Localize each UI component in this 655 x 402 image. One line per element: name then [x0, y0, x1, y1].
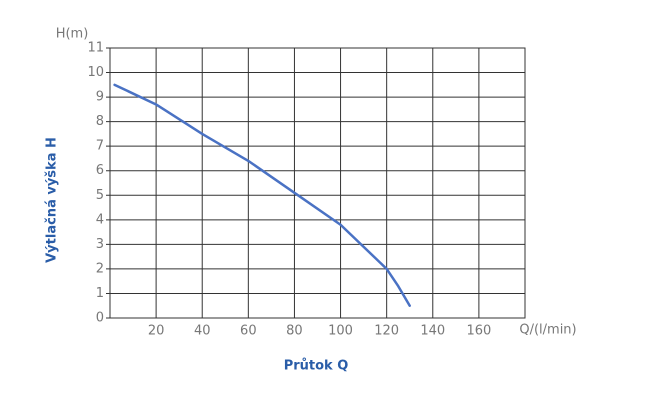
plot-frame: [109, 47, 526, 319]
y-tick-label: 9: [96, 90, 104, 105]
y-tick-label: 6: [96, 163, 104, 178]
y-unit-label: H(m): [56, 27, 89, 42]
x-tick-label: 140: [420, 324, 445, 339]
y-tick-label: 2: [96, 261, 104, 276]
x-tick-label: 40: [194, 324, 211, 339]
y-tick-label: 7: [96, 139, 104, 154]
y-tick-label: 8: [96, 114, 104, 129]
curve: [113, 83, 411, 307]
x-tick-label: 160: [466, 324, 491, 339]
y-axis-title: Výtlačná výška H: [45, 137, 60, 263]
x-tick-label: 60: [240, 324, 257, 339]
x-tick-label: 120: [374, 324, 399, 339]
x-axis-title: Průtok Q: [284, 359, 349, 374]
y-tick-label: 10: [87, 65, 104, 80]
y-tick-label: 1: [96, 286, 104, 301]
x-tick-label: 80: [286, 324, 303, 339]
y-tick-label: 0: [96, 311, 104, 326]
y-tick-label: 5: [96, 188, 104, 203]
y-tick-label: 4: [96, 212, 104, 227]
x-tick-label: 100: [328, 324, 353, 339]
y-tick-label: 3: [96, 237, 104, 252]
y-tick-label: 11: [87, 41, 104, 56]
x-unit-label: Q/(l/min): [519, 323, 576, 338]
x-tick-label: 20: [148, 324, 165, 339]
